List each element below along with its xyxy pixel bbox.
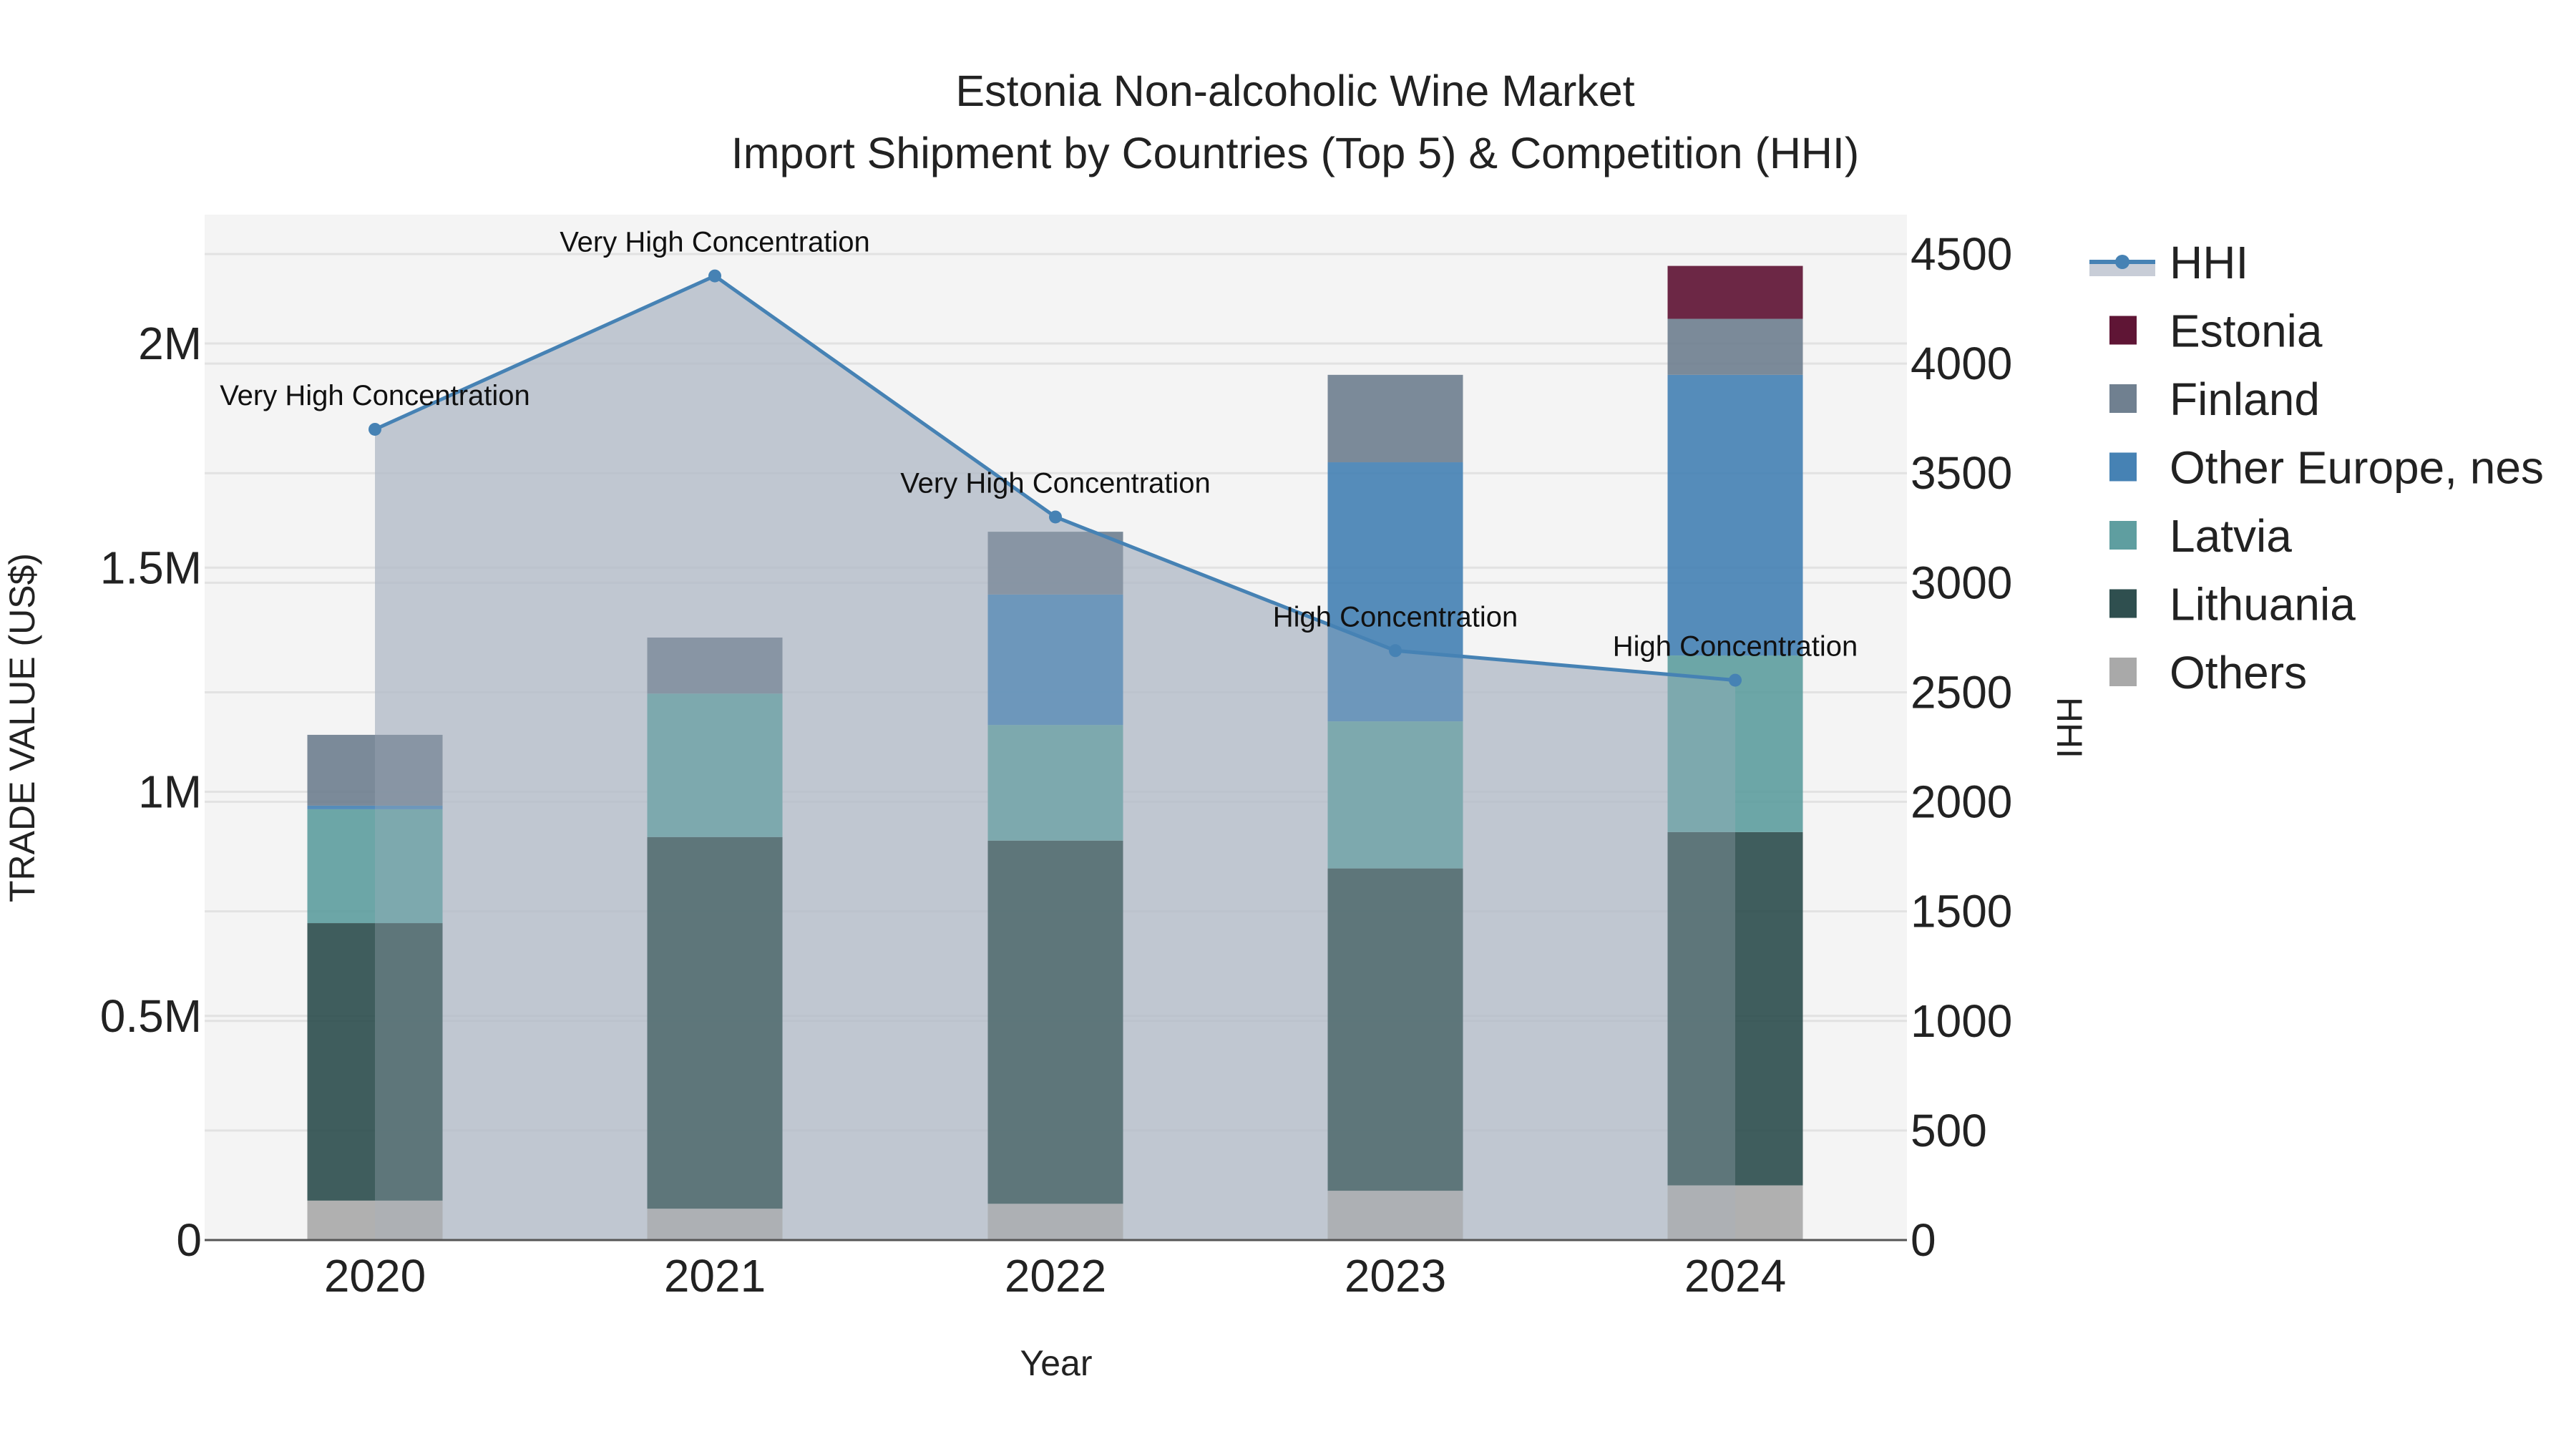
legend-label: Estonia <box>2170 306 2323 357</box>
y2-tick-label: 0 <box>1911 1214 1936 1266</box>
bar-2021[interactable] <box>647 637 783 1240</box>
y-tick-label: 2M <box>138 318 202 369</box>
hhi-marker-2020[interactable] <box>369 422 381 436</box>
y-axis-ticks: 0 0.5M 1M 1.5M 2M <box>100 318 202 1266</box>
y2-tick-label: 3500 <box>1911 447 2012 499</box>
hhi-area-overlay <box>375 275 1735 1241</box>
legend-marker-icon <box>2115 255 2129 269</box>
hhi-marker-2024[interactable] <box>1729 673 1742 687</box>
bar-segment-lithuania[interactable] <box>1667 831 1803 1186</box>
bar-segment-others[interactable] <box>1327 1191 1463 1240</box>
bar-segment-lithuania[interactable] <box>307 923 443 1201</box>
legend-label: HHI <box>2170 237 2248 288</box>
bar-segment-latvia[interactable] <box>647 693 783 837</box>
hhi-marker-2021[interactable] <box>708 269 721 283</box>
legend-swatch-icon <box>2109 452 2137 482</box>
title-line-2: Import Shipment by Countries (Top 5) & C… <box>731 129 1859 177</box>
bar-segment-other-europe-nes[interactable] <box>1667 374 1803 656</box>
hhi-annotation: Very High Concentration <box>220 380 530 411</box>
legend-swatch-icon <box>2109 384 2137 413</box>
bar-segment-others[interactable] <box>647 1209 783 1240</box>
bar-segment-other-europe-nes[interactable] <box>307 805 443 809</box>
x-tick-label: 2021 <box>664 1250 766 1302</box>
bar-segment-finland[interactable] <box>1327 374 1463 463</box>
bar-segment-estonia[interactable] <box>1667 265 1803 319</box>
x-tick-label: 2024 <box>1684 1250 1786 1302</box>
x-axis-title: Year <box>1020 1343 1092 1383</box>
hhi-marker-2023[interactable] <box>1389 644 1402 658</box>
bar-segment-lithuania[interactable] <box>647 836 783 1209</box>
hhi-annotation: Very High Concentration <box>560 227 870 258</box>
stacked-bars <box>307 265 1803 1240</box>
legend-label: Others <box>2170 647 2307 698</box>
chart-title: Estonia Non-alcoholic Wine Market Import… <box>731 67 1859 177</box>
bar-segment-lithuania[interactable] <box>1327 868 1463 1191</box>
legend-item-other-europe-nes[interactable]: Other Europe, nes <box>2109 442 2544 494</box>
bar-segment-others[interactable] <box>1667 1185 1803 1240</box>
bar-2024[interactable] <box>1667 265 1803 1240</box>
x-axis-ticks: 2020 2021 2022 2023 2024 <box>324 1250 1786 1302</box>
hhi-marker-2022[interactable] <box>1049 510 1062 524</box>
y2-tick-label: 3000 <box>1911 557 2012 608</box>
y2-tick-label: 1000 <box>1911 995 2012 1047</box>
legend-item-hhi[interactable]: HHI <box>2089 237 2248 288</box>
legend-swatch-icon <box>2109 589 2137 618</box>
legend-label: Lithuania <box>2170 579 2356 630</box>
bar-segment-latvia[interactable] <box>307 809 443 924</box>
hhi-annotation: High Concentration <box>1273 601 1518 633</box>
bar-segment-finland[interactable] <box>1667 318 1803 375</box>
bar-segment-other-europe-nes[interactable] <box>987 594 1123 726</box>
legend-item-latvia[interactable]: Latvia <box>2109 510 2292 562</box>
legend: HHI Estonia Finland Other Europe, nes Latvia… <box>2089 237 2544 698</box>
legend-item-lithuania[interactable]: Lithuania <box>2109 579 2356 630</box>
title-line-1: Estonia Non-alcoholic Wine Market <box>955 67 1634 115</box>
hhi-annotation: High Concentration <box>1613 631 1858 663</box>
bar-segment-latvia[interactable] <box>1327 721 1463 869</box>
y2-tick-label: 2500 <box>1911 666 2012 718</box>
legend-item-estonia[interactable]: Estonia <box>2109 306 2323 357</box>
bar-segment-others[interactable] <box>307 1200 443 1240</box>
y2-tick-label: 4500 <box>1911 228 2012 280</box>
bar-segment-others[interactable] <box>987 1204 1123 1240</box>
legend-item-others[interactable]: Others <box>2109 647 2307 698</box>
y2-tick-label: 1500 <box>1911 886 2012 937</box>
legend-swatch-icon <box>2109 658 2137 686</box>
legend-label: Latvia <box>2170 510 2292 562</box>
y2-axis-title: HHI <box>2049 697 2089 758</box>
legend-item-finland[interactable]: Finland <box>2109 374 2320 425</box>
legend-label: Finland <box>2170 374 2320 425</box>
x-tick-label: 2022 <box>1005 1250 1106 1302</box>
hhi-annotations: Very High Concentration Very High Concent… <box>220 227 1858 663</box>
y2-tick-label: 2000 <box>1911 776 2012 828</box>
bar-2022[interactable] <box>987 532 1123 1240</box>
y-tick-label: 0 <box>176 1214 202 1266</box>
y2-tick-label: 500 <box>1911 1105 1987 1156</box>
x-tick-label: 2023 <box>1345 1250 1446 1302</box>
legend-label: Other Europe, nes <box>2170 442 2544 494</box>
y2-axis-ticks: 0 500 1000 1500 2000 2500 3000 3500 4000 4500 <box>1911 228 2012 1266</box>
y2-tick-label: 4000 <box>1911 338 2012 389</box>
y-tick-label: 1M <box>138 766 202 818</box>
bar-segment-finland[interactable] <box>647 637 783 694</box>
bar-segment-lithuania[interactable] <box>987 840 1123 1204</box>
y-tick-label: 1.5M <box>100 542 202 593</box>
bar-2023[interactable] <box>1327 374 1463 1240</box>
hhi-line <box>369 269 1742 1241</box>
bar-segment-finland[interactable] <box>987 532 1123 595</box>
bar-segment-finland[interactable] <box>307 734 443 806</box>
y-axis-title: TRADE VALUE (US$) <box>2 553 42 902</box>
bar-segment-other-europe-nes[interactable] <box>1327 462 1463 722</box>
bar-segment-latvia[interactable] <box>987 725 1123 841</box>
y-tick-label: 0.5M <box>100 990 202 1042</box>
legend-swatch-icon <box>2109 316 2137 345</box>
bar-2020[interactable] <box>307 734 443 1240</box>
hhi-annotation: Very High Concentration <box>900 467 1211 499</box>
x-tick-label: 2020 <box>324 1250 426 1302</box>
legend-swatch-icon <box>2109 521 2137 550</box>
